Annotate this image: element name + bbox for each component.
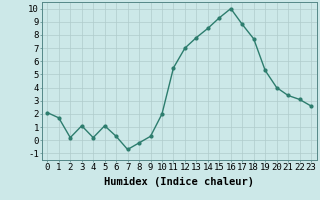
X-axis label: Humidex (Indice chaleur): Humidex (Indice chaleur) bbox=[104, 177, 254, 187]
